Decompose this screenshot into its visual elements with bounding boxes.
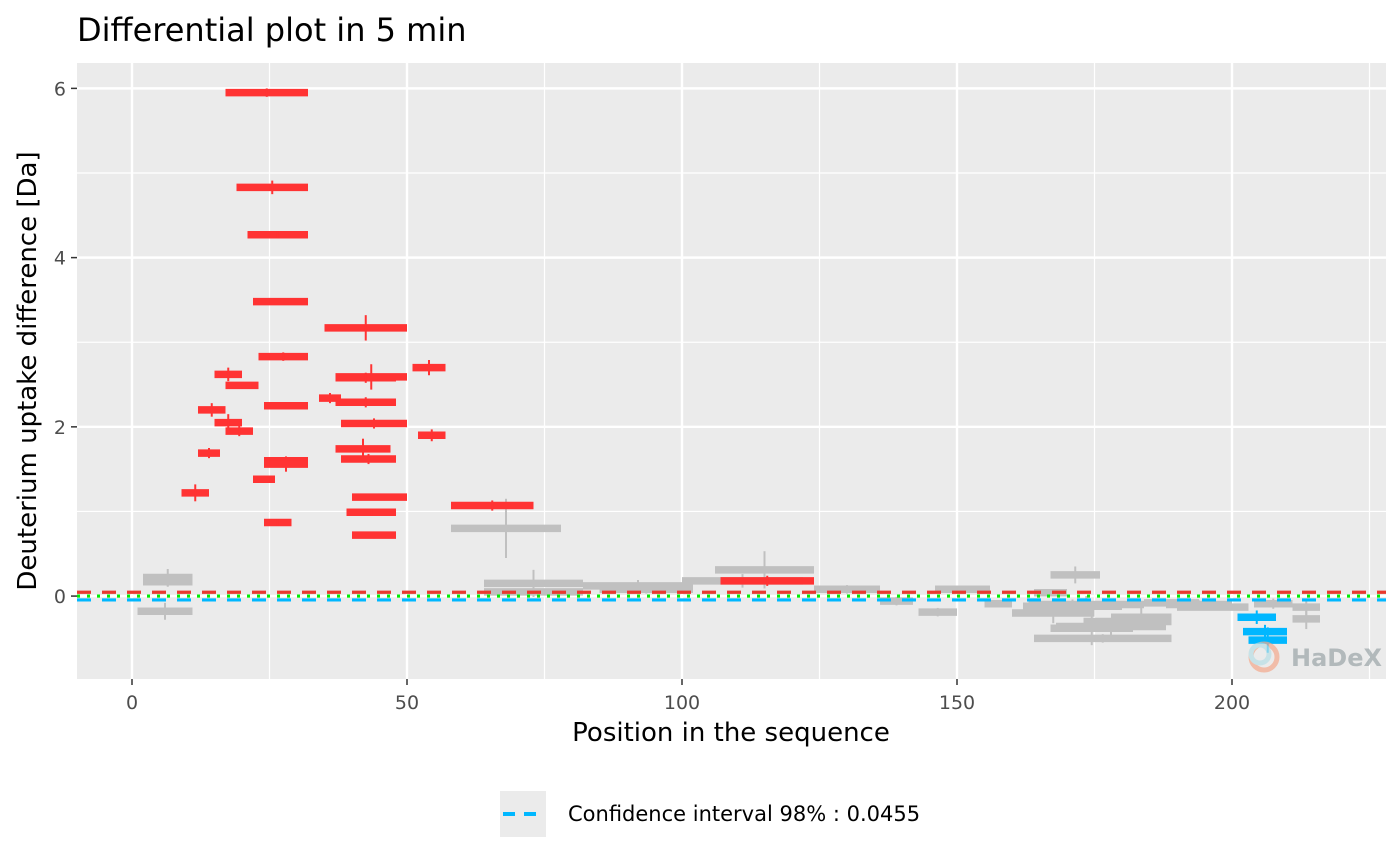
plot-panel (77, 63, 1386, 679)
y-tick-label: 0 (54, 586, 66, 608)
watermark-text: HaDeX (1291, 644, 1382, 672)
minor-gridlines (77, 63, 1386, 679)
x-tick-label: 150 (939, 692, 975, 714)
chart-title: Differential plot in 5 min (77, 11, 467, 49)
data-series (137, 88, 1320, 653)
y-axis-title: Deuterium uptake difference [Da] (13, 151, 43, 590)
y-tick-label: 4 (54, 248, 66, 270)
y-tick-label: 2 (54, 417, 66, 439)
series-positive (181, 88, 814, 586)
y-tick-label: 6 (54, 78, 66, 100)
y-axis-ticks: 0 2 4 6 (54, 78, 77, 608)
series-negative (1237, 610, 1287, 653)
reference-lines (77, 590, 1386, 602)
x-axis-ticks: 0 50 100 150 200 (126, 679, 1250, 714)
x-axis-title: Position in the sequence (572, 718, 890, 748)
legend-label: Confidence interval 98% : 0.0455 (568, 802, 920, 826)
x-tick-label: 50 (395, 692, 419, 714)
hadex-watermark: HaDeX (1248, 641, 1382, 673)
x-tick-label: 0 (126, 692, 138, 714)
legend: Confidence interval 98% : 0.0455 (500, 791, 920, 837)
x-tick-label: 100 (664, 692, 700, 714)
hadex-logo-icon (1248, 641, 1280, 673)
x-tick-label: 200 (1214, 692, 1250, 714)
